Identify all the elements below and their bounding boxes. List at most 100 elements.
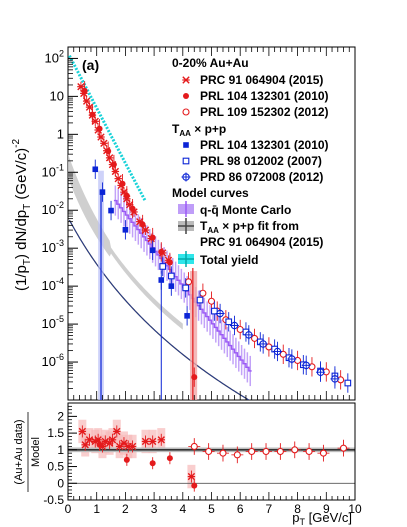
data-point — [330, 374, 340, 384]
data-point — [301, 360, 311, 370]
legend-marker-cross-circle — [181, 172, 191, 182]
y-tick-label: 10-5 — [42, 314, 64, 331]
legend-taa-header: TAA × p+p — [172, 122, 226, 138]
ratio-points — [78, 425, 350, 492]
legend-marker-shape — [182, 157, 190, 165]
uncertainty-band — [189, 271, 198, 400]
legend-label: PRD 86 072008 (2012) — [200, 170, 323, 184]
ratio-point — [339, 444, 348, 452]
legend-marker-filled-circle — [183, 93, 189, 99]
legend-label: PRC 91 064904 (2015) — [200, 73, 323, 87]
x-tick-label: 3 — [151, 502, 158, 516]
data-point — [92, 166, 99, 173]
ratio-point — [319, 449, 327, 457]
data-point — [119, 180, 126, 187]
spectrum-points — [77, 81, 352, 400]
data-point — [105, 148, 112, 155]
ratio-point — [187, 472, 196, 481]
ratio-point — [190, 442, 198, 451]
data-point — [168, 283, 175, 289]
data-point — [100, 139, 108, 148]
data-point — [159, 263, 167, 270]
legend: 0-20% Au+Au PRC 91 064904 (2015) PRL 104… — [172, 56, 329, 267]
total-yield-curve — [68, 54, 147, 202]
data-point — [114, 174, 122, 183]
taa-fit-band — [68, 153, 183, 330]
legend-marker-shape — [181, 172, 191, 182]
data-point — [184, 278, 193, 286]
y-tick-label: 0.5 — [47, 460, 64, 474]
data-point — [167, 272, 175, 280]
legend-label: PRL 109 152302 (2012) — [200, 105, 329, 119]
data-point — [273, 346, 283, 356]
x-tick-label: 4 — [179, 502, 186, 516]
x-tick-label: 10 — [348, 502, 362, 516]
legend-label: Total yield — [200, 253, 258, 267]
x-tick-label: 1 — [93, 502, 100, 516]
data-point — [182, 284, 190, 292]
ratio-point — [123, 456, 130, 463]
ratio-point — [248, 447, 256, 456]
y-tick-label: 10-4 — [42, 276, 64, 293]
ratio-panel: -0.500.511.52 0 1 2 3 4 5 6 7 8 9 10 (Au+Au data) … — [13, 402, 362, 527]
y-tick-label: 1 — [57, 126, 64, 141]
data-point — [229, 320, 239, 330]
legend-label: PRL 104 132301 (2010) — [200, 89, 329, 103]
y-tick-label: 1.5 — [47, 426, 64, 440]
legend-marker-shape — [182, 108, 190, 116]
ratio-point — [96, 441, 103, 448]
data-point — [139, 221, 146, 228]
data-point — [211, 307, 218, 315]
data-point — [215, 309, 225, 319]
legend-model-header: Model curves — [172, 186, 249, 200]
data-point — [251, 334, 259, 342]
data-point — [279, 350, 287, 358]
x-tick-label: 0 — [65, 502, 72, 516]
data-point — [287, 354, 297, 364]
bottom-y-ticks: -0.5 0 0.5 1 1.5 2 — [43, 405, 77, 507]
y-tick-label: 10-1 — [42, 162, 64, 179]
data-point — [96, 125, 103, 132]
legend-marker-shape — [183, 93, 189, 99]
data-point — [184, 313, 190, 319]
y-tick-label: 1 — [57, 443, 64, 457]
legend-label: q-q̄ Monte Carlo — [200, 203, 291, 217]
ratio-point — [276, 447, 284, 456]
y-tick-label: 10-2 — [42, 200, 64, 217]
pp-fit-line — [69, 219, 250, 400]
data-point — [196, 296, 204, 304]
legend-entry-prl104-auau: PRL 104 132301 (2010) — [183, 89, 329, 103]
ratio-point — [305, 447, 313, 456]
data-point — [244, 330, 254, 340]
ratio-point — [108, 436, 117, 444]
ratio-point — [262, 447, 270, 456]
ratio-point — [205, 447, 213, 456]
legend-label: PRC 91 064904 (2015) — [200, 235, 323, 249]
data-point — [129, 205, 136, 212]
x-tick-label: 6 — [237, 502, 244, 516]
data-point — [110, 161, 117, 168]
ratio-point — [149, 460, 156, 467]
data-point — [97, 133, 105, 141]
legend-header: 0-20% Au+Au — [172, 56, 249, 70]
bottom-x-ticks: 0 1 2 3 4 5 6 7 8 9 10 — [65, 492, 362, 516]
data-point — [166, 259, 173, 266]
legend-marker-open-square — [182, 157, 190, 165]
legend-marker-star — [182, 76, 190, 84]
data-point — [258, 339, 268, 349]
x-tick-label: 8 — [294, 502, 301, 516]
ratio-point — [128, 442, 137, 451]
legend-label: PRL 98 012002 (2007) — [200, 154, 322, 168]
legend-entry-prl104-pp: PRL 104 132301 (2010) — [183, 138, 329, 152]
data-point — [207, 297, 216, 305]
data-point — [149, 247, 156, 254]
data-point — [199, 289, 207, 297]
ratio-point — [78, 427, 87, 436]
ratio-point — [191, 482, 198, 489]
data-point — [344, 379, 352, 387]
data-point — [236, 325, 244, 334]
data-point — [111, 167, 120, 176]
x-tick-label: 2 — [122, 502, 129, 516]
x-axis-label: pT [GeV/c] — [292, 510, 352, 527]
